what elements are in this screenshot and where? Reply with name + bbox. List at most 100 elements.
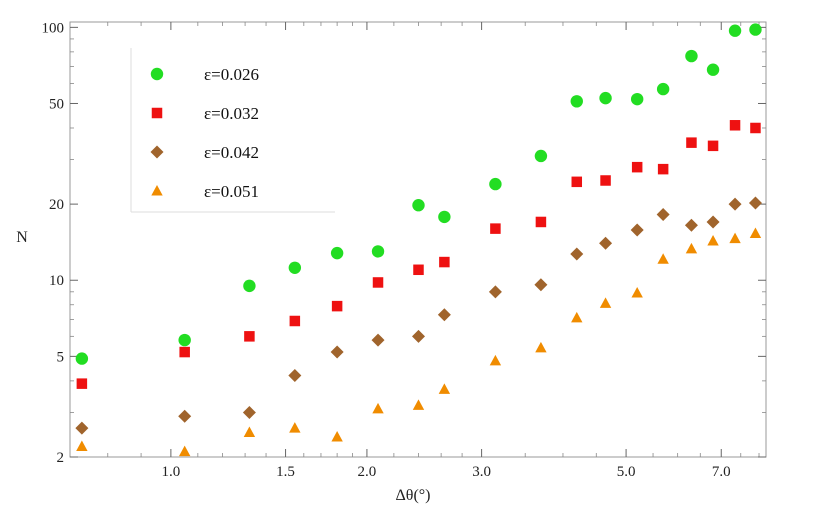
data-point-diamond [75,421,89,435]
data-point-circle [438,210,451,224]
data-point-triangle [749,227,762,239]
data-point-diamond [242,405,256,419]
data-point-diamond [534,278,548,292]
data-point-triangle [289,422,301,433]
data-point-square [535,216,547,228]
plot-border [69,21,767,458]
y-tick-label: 5 [57,349,65,365]
legend-marker [151,185,163,196]
legend: ε=0.026 ε=0.032 ε=0.042 ε=0.051 [130,48,335,213]
legend-marker [151,107,163,119]
data-point-triangle [571,311,583,323]
data-point-circle [656,82,670,96]
data-point-triangle [412,399,425,410]
data-point-triangle [631,287,643,298]
data-point-triangle [599,297,612,308]
data-point-triangle [707,234,719,246]
data-point-circle [630,92,644,106]
data-point-triangle [535,341,547,353]
data-point-circle [412,199,425,212]
x-axis-label: Δθ(°) [395,487,430,504]
data-point-square [289,315,301,327]
legend-label: ε=0.042 [204,143,259,162]
data-point-square [179,346,190,358]
y-tick-label: 100 [42,20,65,36]
x-tick-label: 2.0 [358,464,377,480]
data-point-square [244,331,255,342]
data-point-square [490,223,501,234]
data-point-diamond [371,333,385,347]
data-point-triangle [657,253,669,264]
data-point-triangle [438,383,451,394]
data-point-square [76,378,88,389]
y-tick-label: 20 [49,197,64,213]
data-point-triangle [489,354,502,366]
x-tick-label: 1.5 [276,464,295,480]
data-point-diamond [656,207,670,221]
x-tick-label: 3.0 [472,464,491,480]
data-point-square [600,175,611,186]
data-point-triangle [178,445,191,457]
data-point-triangle [243,426,256,437]
data-point-diamond [288,369,302,383]
data-point-diamond [178,409,192,423]
data-point-diamond [748,196,762,210]
legend-label: ε=0.026 [204,65,259,84]
data-point-square [372,277,384,288]
data-point-square [729,120,741,131]
data-point-circle [685,49,698,63]
data-point-circle [599,91,612,105]
data-point-circle [534,149,548,163]
data-point-square [707,140,719,152]
legend-marker [150,145,164,159]
data-points [75,23,762,457]
legend-label: ε=0.032 [204,104,259,123]
data-point-triangle [685,242,698,254]
data-point-diamond [706,215,720,229]
data-point-square [413,264,424,276]
x-tick-label: 7.0 [712,464,731,480]
y-tick-label: 10 [49,273,64,289]
data-point-diamond [437,308,451,322]
data-point-circle [570,95,583,108]
data-point-circle [330,246,344,260]
data-point-circle [243,279,256,293]
data-point-square [631,161,643,173]
data-point-square [686,137,697,148]
y-tick-label: 2 [57,450,65,466]
data-point-circle [706,63,720,76]
data-point-triangle [76,440,88,452]
data-point-diamond [488,285,502,299]
data-point-diamond [728,197,742,211]
legend-label: ε=0.051 [204,182,259,201]
data-point-triangle [729,232,741,244]
x-tick-label: 5.0 [617,464,636,480]
data-point-circle [728,24,742,37]
data-point-circle [489,177,502,191]
data-point-circle [178,333,191,347]
data-point-circle [288,261,302,274]
data-point-square [331,300,343,312]
y-axis-label: N [16,229,28,246]
data-point-square [439,256,450,268]
axis-ticks: 1.0 1.5 2.0 3.0 5.0 7.0 2 5 10 20 50 100 [42,20,766,480]
data-point-circle [749,23,762,36]
data-point-diamond [411,329,425,343]
data-point-diamond [330,345,344,359]
plot-frame [69,21,767,458]
data-point-square [750,122,761,134]
y-tick-label: 50 [49,96,64,112]
data-point-triangle [372,402,384,414]
data-point-circle [75,352,89,365]
data-point-diamond [684,218,698,232]
x-tick-label: 1.0 [162,464,181,480]
data-point-square [571,176,583,188]
data-point-diamond [570,247,584,261]
data-point-diamond [630,223,644,237]
data-point-square [657,163,669,175]
data-point-diamond [599,236,613,250]
legend-marker [150,67,164,81]
data-point-triangle [331,430,343,442]
data-point-circle [371,245,385,258]
